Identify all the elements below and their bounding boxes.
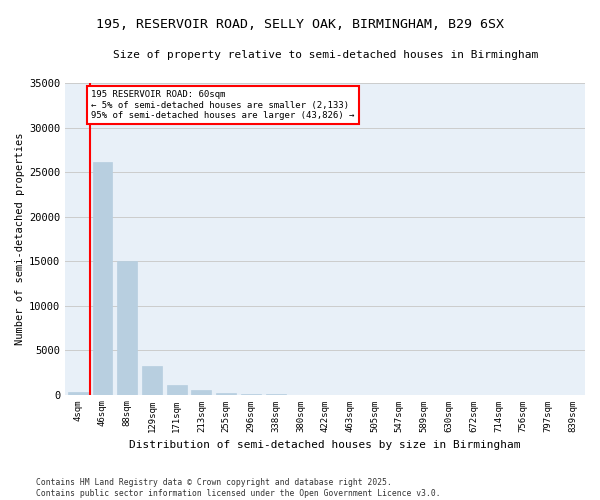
Bar [167, 385, 187, 394]
Bar [117, 261, 137, 394]
Bar [142, 366, 162, 394]
Bar [191, 390, 211, 394]
Bar [216, 393, 236, 394]
Text: 195 RESERVOIR ROAD: 60sqm
← 5% of semi-detached houses are smaller (2,133)
95% o: 195 RESERVOIR ROAD: 60sqm ← 5% of semi-d… [91, 90, 355, 120]
Text: 195, RESERVOIR ROAD, SELLY OAK, BIRMINGHAM, B29 6SX: 195, RESERVOIR ROAD, SELLY OAK, BIRMINGH… [96, 18, 504, 30]
X-axis label: Distribution of semi-detached houses by size in Birmingham: Distribution of semi-detached houses by … [130, 440, 521, 450]
Y-axis label: Number of semi-detached properties: Number of semi-detached properties [15, 132, 25, 345]
Bar [92, 162, 112, 394]
Bar [68, 392, 88, 394]
Title: Size of property relative to semi-detached houses in Birmingham: Size of property relative to semi-detach… [113, 50, 538, 60]
Text: Contains HM Land Registry data © Crown copyright and database right 2025.
Contai: Contains HM Land Registry data © Crown c… [36, 478, 440, 498]
